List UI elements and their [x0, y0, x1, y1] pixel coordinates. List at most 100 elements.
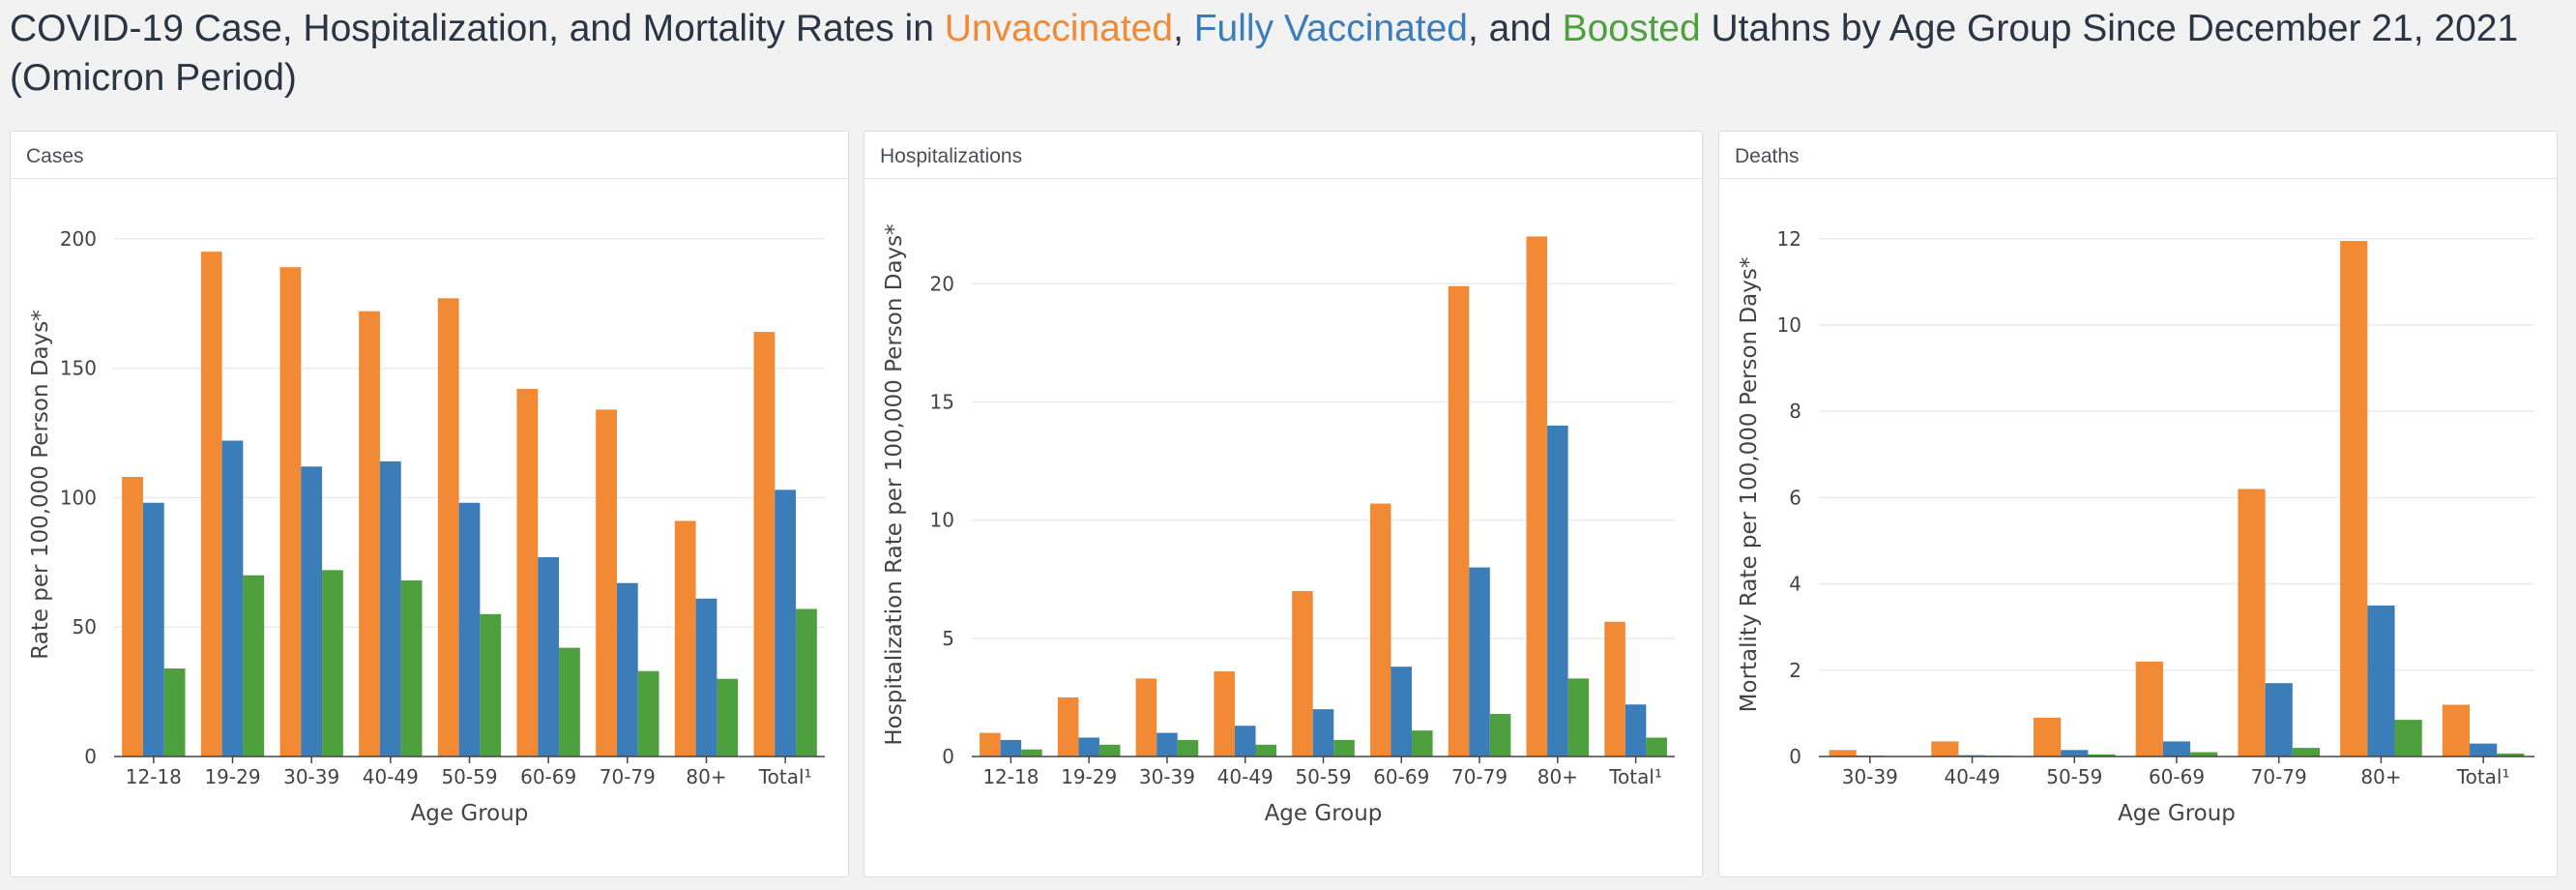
bar-boosted-80[interactable]: [717, 678, 739, 756]
bar-fully-vaccinated-19-29[interactable]: [221, 440, 244, 756]
bar-fully-vaccinated-60-69[interactable]: [538, 556, 560, 756]
bar-fully-vaccinated-19-29[interactable]: [1078, 737, 1099, 756]
bar-fully-vaccinated-30-39[interactable]: [301, 466, 323, 756]
title-boosted: Boosted: [1562, 8, 1701, 49]
bar-fully-vaccinated-70-79[interactable]: [616, 582, 638, 756]
bar-unvaccinated-70-79[interactable]: [596, 409, 617, 756]
deaths-chart: 0 2 4 6 8 10 12 30-39 40-49 50-59 60-69 70-79 80+ Tot…: [1737, 227, 2534, 826]
bar-boosted-50-59[interactable]: [1333, 739, 1355, 756]
hospitalizations-chart: 0 5 10 15 20 12-18 19-29 30-39 40-49 50-59 60-69 70…: [882, 223, 1675, 826]
bar-unvaccinated-50-59[interactable]: [437, 298, 459, 756]
bar-boosted-70-79[interactable]: [637, 670, 659, 756]
bar-fully-vaccinated-12-18[interactable]: [142, 502, 164, 756]
bar-fully-vaccinated-50-59[interactable]: [1312, 709, 1334, 756]
bar-fully-vaccinated-80[interactable]: [1547, 425, 1568, 756]
bar-boosted-60-69[interactable]: [2190, 752, 2218, 756]
bar-fully-vaccinated-40-49[interactable]: [379, 460, 401, 756]
y-axis-title: Mortality Rate per 100,000 Person Days*: [1737, 257, 1762, 713]
deaths-panel: Deaths 0 2 4 6 8 10 12 30-39 40-49 50-59 60-69 70-7…: [1718, 131, 2558, 877]
title-sep2: , and: [1467, 8, 1563, 49]
bar-unvaccinated-40-49[interactable]: [1214, 671, 1235, 756]
y-tick-label: 10: [1777, 313, 1801, 337]
bar-boosted-60-69[interactable]: [1412, 730, 1433, 756]
y-tick-label: 100: [60, 486, 97, 509]
x-axis-title: Age Group: [1265, 801, 1383, 826]
bar-boosted-40-49[interactable]: [1255, 744, 1277, 756]
bar-unvaccinated-30-39[interactable]: [279, 267, 302, 756]
bar-unvaccinated-80[interactable]: [2340, 240, 2368, 756]
x-tick-label: 30-39: [1139, 765, 1195, 788]
bar-boosted-total[interactable]: [2497, 753, 2525, 756]
x-tick-label: 80+: [2360, 765, 2401, 788]
y-tick-label: 12: [1777, 227, 1801, 251]
bar-boosted-19-29[interactable]: [1098, 744, 1121, 756]
bar-unvaccinated-60-69[interactable]: [1369, 503, 1391, 756]
bar-fully-vaccinated-60-69[interactable]: [2162, 741, 2191, 756]
bar-boosted-80[interactable]: [1567, 678, 1590, 756]
x-tick-label: 80+: [1537, 765, 1578, 788]
bar-boosted-80[interactable]: [2394, 720, 2422, 756]
y-tick-label: 20: [930, 272, 954, 295]
bar-boosted-19-29[interactable]: [243, 575, 265, 756]
y-tick-label: 6: [1789, 486, 1801, 509]
bar-unvaccinated-30-39[interactable]: [1135, 678, 1157, 756]
x-tick-label: 70-79: [2251, 765, 2307, 788]
bar-fully-vaccinated-80[interactable]: [695, 598, 717, 756]
bar-unvaccinated-80[interactable]: [674, 520, 696, 756]
bar-unvaccinated-70-79[interactable]: [2238, 489, 2266, 756]
bar-boosted-total[interactable]: [796, 608, 817, 756]
bar-fully-vaccinated-70-79[interactable]: [1469, 567, 1490, 756]
bar-unvaccinated-80[interactable]: [1526, 236, 1548, 756]
y-tick-label: 0: [942, 745, 954, 768]
bar-fully-vaccinated-total[interactable]: [775, 490, 797, 756]
bar-unvaccinated-30-39[interactable]: [1829, 750, 1857, 756]
bar-boosted-40-49[interactable]: [400, 580, 423, 756]
x-tick-label: 70-79: [1451, 765, 1508, 788]
bar-unvaccinated-50-59[interactable]: [2034, 717, 2062, 756]
bar-fully-vaccinated-70-79[interactable]: [2265, 683, 2293, 756]
bar-fully-vaccinated-60-69[interactable]: [1390, 667, 1413, 756]
bar-boosted-30-39[interactable]: [322, 570, 343, 756]
bar-fully-vaccinated-80[interactable]: [2367, 605, 2395, 756]
bar-boosted-70-79[interactable]: [2292, 748, 2320, 756]
bar-boosted-30-39[interactable]: [1177, 739, 1199, 756]
bar-unvaccinated-60-69[interactable]: [2135, 661, 2163, 756]
bar-fully-vaccinated-total[interactable]: [2470, 743, 2498, 756]
bar-unvaccinated-total[interactable]: [753, 332, 776, 756]
bar-unvaccinated-70-79[interactable]: [1448, 285, 1470, 756]
bar-unvaccinated-50-59[interactable]: [1292, 590, 1313, 756]
x-tick-label: 19-29: [1061, 765, 1117, 788]
bar-unvaccinated-60-69[interactable]: [516, 388, 539, 756]
x-tick-label: 40-49: [1945, 765, 2001, 788]
x-tick-label: 30-39: [1842, 765, 1898, 788]
bar-boosted-50-59[interactable]: [2088, 754, 2116, 756]
bar-boosted-12-18[interactable]: [1021, 749, 1042, 756]
bar-unvaccinated-total[interactable]: [1604, 621, 1625, 756]
bar-unvaccinated-40-49[interactable]: [1931, 741, 1959, 756]
x-tick-label: 40-49: [363, 765, 419, 788]
title-sep1: ,: [1173, 8, 1194, 49]
bar-fully-vaccinated-40-49[interactable]: [1234, 726, 1256, 756]
bar-unvaccinated-40-49[interactable]: [359, 311, 380, 756]
bar-unvaccinated-total[interactable]: [2442, 704, 2471, 756]
x-axis-title: Age Group: [2118, 801, 2236, 826]
bar-fully-vaccinated-30-39[interactable]: [1156, 732, 1178, 756]
bar-boosted-60-69[interactable]: [559, 647, 580, 756]
bar-boosted-70-79[interactable]: [1489, 714, 1511, 756]
bar-fully-vaccinated-50-59[interactable]: [2061, 750, 2089, 756]
bar-unvaccinated-12-18[interactable]: [122, 476, 143, 756]
y-axis-title: Rate per 100,000 Person Days*: [28, 310, 53, 660]
bar-boosted-total[interactable]: [1646, 737, 1667, 756]
bar-fully-vaccinated-50-59[interactable]: [458, 502, 481, 756]
y-tick-label: 5: [942, 627, 954, 650]
title-fully-vaccinated: Fully Vaccinated: [1193, 8, 1468, 49]
y-tick-label: 200: [60, 227, 97, 251]
bar-fully-vaccinated-total[interactable]: [1625, 704, 1647, 756]
bar-unvaccinated-12-18[interactable]: [980, 732, 1001, 756]
bar-unvaccinated-19-29[interactable]: [200, 252, 222, 757]
cases-panel: Cases 0 50 100 150 200 12-18 19-29 30-39 40-49 50…: [10, 131, 849, 877]
bar-boosted-12-18[interactable]: [163, 668, 186, 756]
bar-unvaccinated-19-29[interactable]: [1057, 697, 1079, 756]
bar-boosted-50-59[interactable]: [480, 613, 502, 756]
bar-fully-vaccinated-12-18[interactable]: [1000, 739, 1022, 756]
